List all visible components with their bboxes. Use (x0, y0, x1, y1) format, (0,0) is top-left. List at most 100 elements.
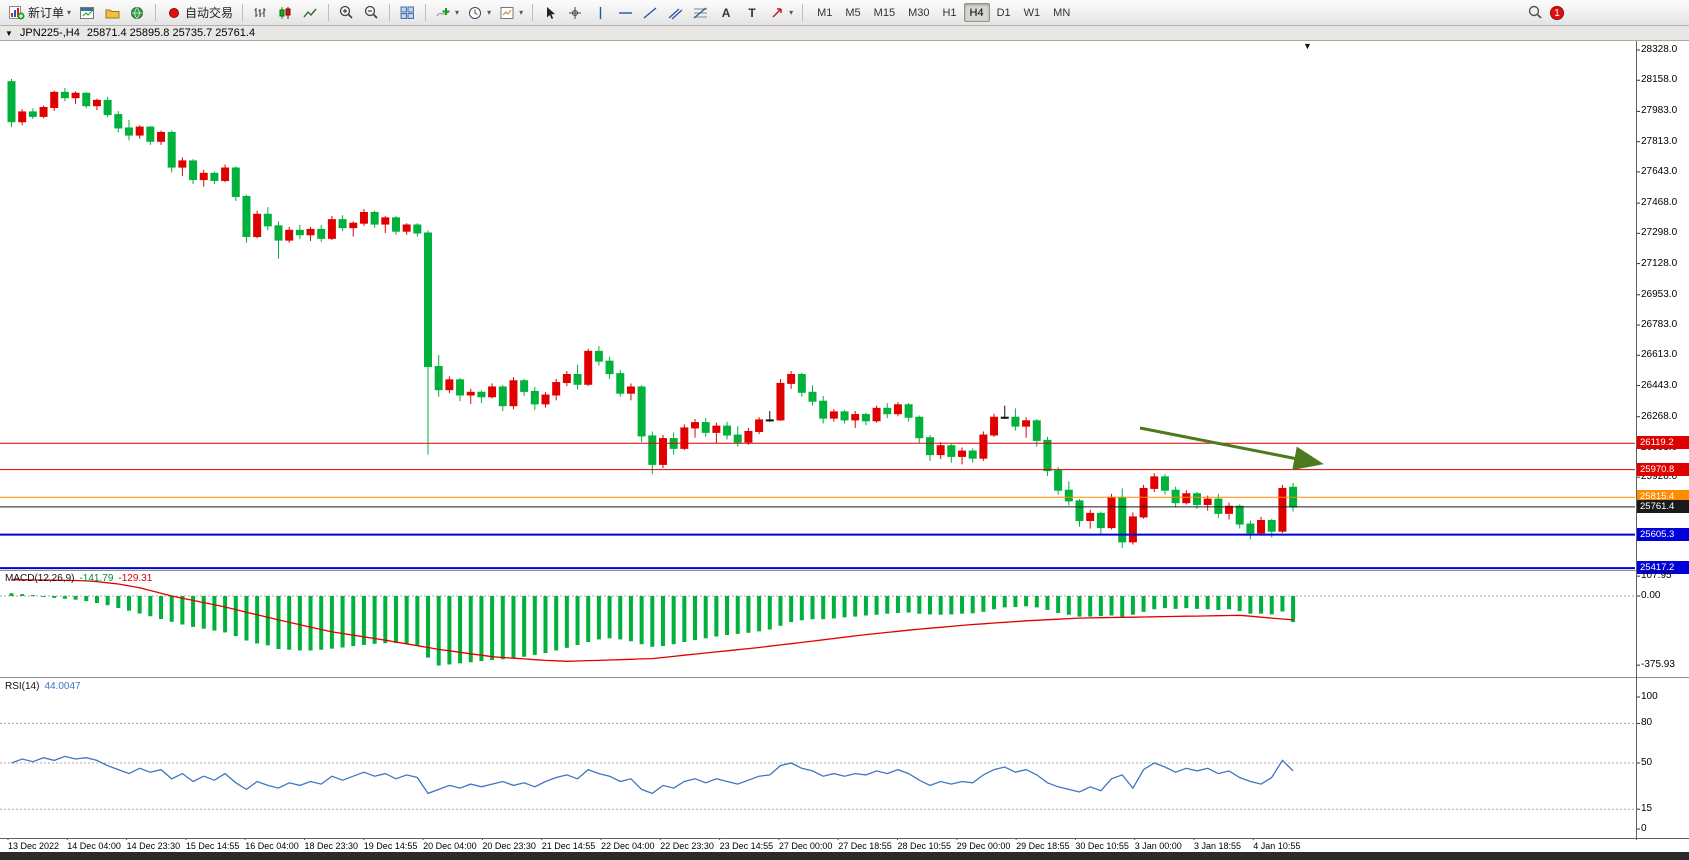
cursor-icon (542, 4, 559, 21)
dropdown-icon: ▾ (455, 8, 460, 17)
zoom-in-icon (338, 4, 355, 21)
axis-tick-label: 15 (1641, 803, 1653, 815)
time-axis-label: 18 Dec 23:30 (304, 841, 359, 851)
time-axis-label: 23 Dec 14:55 (719, 841, 774, 851)
rsi-label: RSI(14) 44.0047 (5, 681, 81, 692)
price-line-label[interactable]: 25970.8 (1637, 462, 1689, 476)
chart-titlebar[interactable]: ▼ JPN225-,H4 25871.4 25895.8 25735.7 257… (0, 26, 1689, 41)
profiles-button[interactable] (101, 2, 124, 24)
collapse-icon[interactable]: ▼ (5, 28, 13, 38)
indicators-button[interactable]: ▾ (432, 2, 462, 24)
metaeditor-button[interactable] (126, 2, 149, 24)
vertical-line-button[interactable] (589, 2, 612, 24)
axis-tick-label: 27983.0 (1641, 105, 1678, 117)
time-axis-label: 4 Jan 10:55 (1253, 841, 1301, 851)
toolbar-separator (389, 4, 391, 21)
candlestick-chart-button[interactable] (274, 2, 297, 24)
price-line-label[interactable]: 25605.3 (1637, 527, 1689, 541)
macd-histogram-layer (9, 593, 1296, 666)
autotrading-button[interactable]: 自动交易 (162, 2, 236, 24)
tile-windows-button[interactable] (396, 2, 419, 24)
zoom-out-button[interactable] (360, 2, 383, 24)
toolbar-separator (532, 4, 534, 21)
time-axis-label: 13 Dec 2022 (8, 841, 60, 851)
label-button[interactable]: T (740, 2, 764, 24)
horizontal-line-button[interactable] (614, 2, 637, 24)
vertical-line-icon (592, 4, 609, 21)
axis-tick-label: 26443.0 (1641, 379, 1678, 391)
profiles-icon (104, 4, 121, 21)
fibonacci-button[interactable] (689, 2, 712, 24)
autotrading-icon (165, 4, 182, 21)
timeframe-m1[interactable]: M1 (817, 7, 833, 19)
time-axis-label: 20 Dec 23:30 (482, 841, 536, 851)
timeframe-w1[interactable]: W1 (1023, 7, 1041, 19)
timeframe-h1[interactable]: H1 (942, 7, 957, 19)
timeframe-m5[interactable]: M5 (845, 7, 861, 19)
chart-shift-marker[interactable]: ▼ (1303, 41, 1312, 51)
axis-tick-label: 27643.0 (1641, 165, 1678, 177)
trend-arrow-annotation[interactable] (1139, 426, 1324, 471)
price-line-label[interactable]: 25417.2 (1637, 561, 1689, 575)
fibonacci-icon (692, 4, 709, 21)
timeframe-m15[interactable]: M15 (873, 7, 896, 19)
search-icon[interactable] (1527, 4, 1544, 21)
timeframe-mn[interactable]: MN (1053, 7, 1071, 19)
rsi-value: 44.0047 (44, 681, 81, 692)
cursor-button[interactable] (539, 2, 562, 24)
axis-tick-label: 100 (1641, 691, 1658, 702)
line-chart-button[interactable] (299, 2, 322, 24)
trendline-button[interactable] (639, 2, 662, 24)
new-chart-button[interactable] (76, 2, 99, 24)
time-axis[interactable]: 13 Dec 2022 14 Dec 04:00 14 Dec 23:30 15 De… (0, 840, 1637, 852)
dropdown-icon: ▾ (519, 8, 524, 17)
rsi-panel (0, 722, 1635, 810)
time-axis-label: 16 Dec 04:00 (245, 841, 299, 851)
dropdown-icon: ▾ (67, 8, 72, 17)
timeframe-h4[interactable]: H4 (963, 3, 990, 22)
notification-badge[interactable]: 1 (1550, 5, 1564, 20)
time-axis-label: 3 Jan 00:00 (1134, 841, 1182, 851)
indicators-icon (435, 4, 452, 21)
axis-tick-label: 27298.0 (1641, 227, 1678, 239)
timeframe-m30[interactable]: M30 (908, 7, 930, 19)
new-order-button[interactable]: 新订单 ▾ (5, 2, 74, 24)
axis-tick-label: 0.00 (1641, 590, 1661, 601)
toolbar-separator (328, 4, 330, 21)
template-button[interactable]: ▾ (496, 2, 526, 24)
axis-tick-label: 27128.0 (1641, 257, 1678, 269)
label-icon: T (748, 5, 756, 20)
bottom-bar (0, 852, 1689, 860)
time-axis-label: 28 Dec 10:55 (897, 841, 952, 851)
price-line-label[interactable]: 25761.4 (1637, 499, 1689, 513)
axis-tick-label: 26783.0 (1641, 319, 1678, 331)
time-axis-label: 22 Dec 23:30 (660, 841, 714, 851)
toolbar-separator (425, 4, 427, 21)
bar-chart-button[interactable] (249, 2, 272, 24)
axis-tick-label: 26613.0 (1641, 349, 1678, 361)
macd-name: MACD(12,26,9) (5, 573, 75, 584)
time-axis-label: 27 Dec 18:55 (838, 841, 892, 851)
chart-symbol-period: JPN225-,H4 (19, 27, 80, 39)
crosshair-button[interactable] (564, 2, 587, 24)
text-icon: A (721, 5, 731, 20)
periods-button[interactable]: ▾ (464, 2, 494, 24)
time-axis-label: 19 Dec 14:55 (363, 841, 418, 851)
timeframe-d1[interactable]: D1 (996, 7, 1011, 19)
toolbar-right: 1 (1527, 4, 1684, 21)
zoom-in-button[interactable] (335, 2, 358, 24)
time-axis-label: 29 Dec 18:55 (1016, 841, 1070, 851)
arrows-button[interactable]: ▾ (766, 2, 796, 24)
axis-tick-label: 80 (1641, 717, 1653, 729)
price-line-label[interactable]: 26119.2 (1637, 436, 1689, 450)
time-axis-label: 20 Dec 04:00 (423, 841, 477, 851)
time-axis-label: 29 Dec 00:00 (956, 841, 1011, 851)
axis-tick-label: 28328.0 (1641, 43, 1678, 55)
channel-button[interactable] (664, 2, 687, 24)
time-axis-label: 14 Dec 23:30 (126, 841, 181, 851)
time-axis-label: 21 Dec 14:55 (541, 841, 596, 851)
text-button[interactable]: A (714, 2, 738, 24)
price-axis[interactable]: 28328.0 28158.0 27983.0 27813.0 27643.0 27468… (1637, 0, 1689, 860)
